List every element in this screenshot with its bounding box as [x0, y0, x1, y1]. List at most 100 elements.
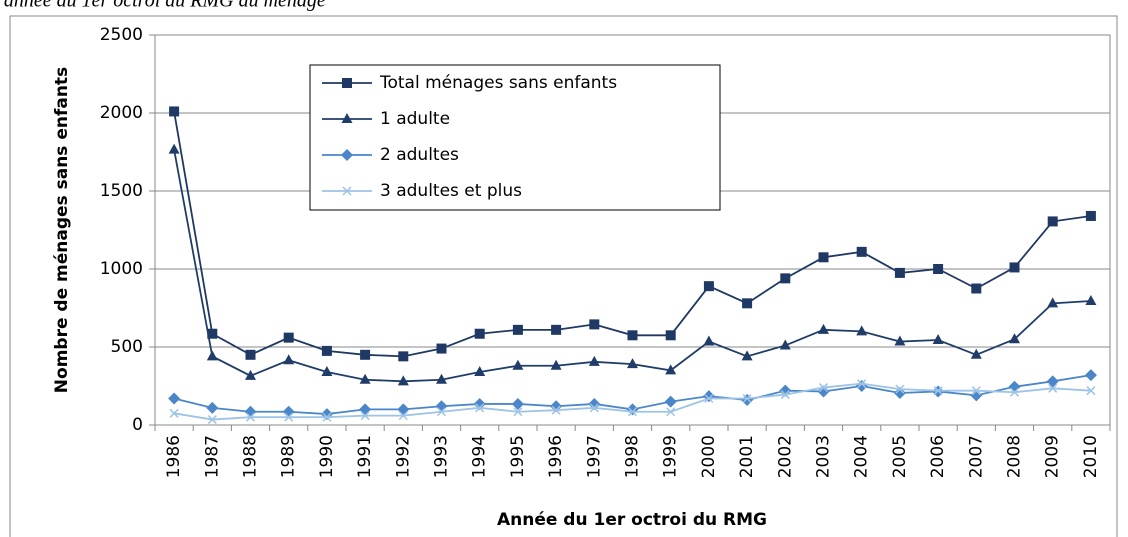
- x-tick-label: 1994: [470, 435, 490, 478]
- marker: [245, 369, 256, 380]
- marker: [1085, 294, 1097, 305]
- marker: [321, 345, 332, 356]
- marker: [627, 358, 638, 369]
- plot-frame: [154, 34, 1111, 426]
- marker: [206, 401, 219, 414]
- x-tick-label: 1989: [279, 435, 299, 478]
- x-axis-label: Année du 1er octroi du RMG: [497, 510, 767, 530]
- marker: [398, 351, 409, 362]
- marker: [588, 355, 600, 366]
- legend-label: Total ménages sans enfants: [379, 73, 617, 93]
- marker: [703, 335, 715, 346]
- marker: [321, 365, 333, 376]
- marker: [342, 186, 352, 196]
- marker: [627, 407, 638, 417]
- marker: [1009, 262, 1020, 273]
- marker: [436, 407, 447, 417]
- x-tick-label: 1999: [661, 435, 681, 478]
- x-tick-label: 1990: [317, 435, 337, 478]
- marker: [360, 411, 370, 421]
- marker: [970, 348, 982, 359]
- marker: [780, 273, 791, 284]
- marker: [245, 349, 256, 360]
- marker: [666, 407, 676, 417]
- marker: [856, 325, 868, 336]
- marker: [245, 412, 256, 422]
- marker: [742, 393, 752, 404]
- marker: [1009, 387, 1020, 397]
- marker: [971, 283, 982, 294]
- x-tick-label: 2006: [928, 435, 948, 478]
- x-tick-label: 2010: [1081, 435, 1101, 478]
- x-tick-label: 1995: [508, 435, 528, 478]
- marker: [322, 412, 332, 422]
- marker: [857, 379, 867, 389]
- marker: [207, 328, 218, 339]
- marker: [971, 386, 981, 396]
- marker: [282, 405, 295, 418]
- y-tick-label: 2500: [100, 25, 143, 45]
- marker: [627, 330, 638, 341]
- marker: [1047, 297, 1059, 308]
- marker: [320, 408, 333, 421]
- marker: [741, 350, 753, 361]
- marker: [626, 403, 639, 416]
- x-tick-label: 1996: [546, 435, 566, 478]
- x-tick-label: 1993: [432, 435, 452, 478]
- x-tick-label: 1988: [241, 435, 261, 478]
- marker: [397, 375, 409, 386]
- marker: [169, 408, 179, 418]
- x-tick-label: 2002: [775, 435, 795, 478]
- x-tick-label: 2001: [737, 435, 757, 478]
- marker: [933, 264, 944, 274]
- y-tick-label: 2000: [100, 103, 143, 123]
- marker: [512, 359, 524, 370]
- legend-box: [309, 64, 721, 211]
- marker: [664, 395, 677, 408]
- marker: [741, 394, 754, 407]
- marker: [169, 106, 180, 117]
- marker: [359, 403, 372, 416]
- marker: [551, 405, 561, 415]
- marker: [1048, 383, 1058, 393]
- marker: [1047, 216, 1058, 227]
- x-tick-label: 1998: [623, 435, 643, 478]
- marker: [360, 349, 371, 360]
- marker: [168, 143, 180, 154]
- marker: [474, 328, 485, 339]
- marker: [588, 397, 601, 410]
- marker: [780, 390, 790, 400]
- marker: [1084, 369, 1097, 382]
- legend-label: 1 adulte: [380, 109, 450, 129]
- marker: [475, 403, 485, 413]
- x-tick-label: 2003: [814, 435, 834, 478]
- marker: [512, 324, 523, 335]
- x-tick-label: 1997: [584, 435, 604, 478]
- x-tick-label: 1991: [355, 435, 375, 478]
- marker: [703, 281, 714, 292]
- y-axis-label: Nombre de ménages sans enfants: [52, 67, 72, 393]
- marker: [1009, 333, 1020, 344]
- x-tick-label: 2004: [852, 435, 872, 478]
- marker: [436, 373, 447, 384]
- marker: [1046, 375, 1059, 388]
- marker: [359, 373, 371, 384]
- marker: [283, 354, 295, 365]
- x-tick-label: 2007: [966, 435, 986, 478]
- marker: [589, 403, 599, 413]
- marker: [550, 359, 562, 370]
- marker: [894, 267, 905, 278]
- x-tick-label: 1992: [393, 435, 413, 478]
- x-tick-label: 2000: [699, 435, 719, 478]
- marker: [168, 392, 181, 405]
- y-tick-label: 1500: [100, 181, 143, 201]
- y-tick-label: 500: [111, 337, 143, 357]
- marker: [894, 335, 906, 346]
- x-tick-label: 2009: [1043, 435, 1063, 478]
- marker: [1085, 210, 1096, 221]
- marker: [207, 415, 217, 425]
- marker: [855, 380, 868, 392]
- marker: [342, 78, 352, 88]
- marker: [283, 332, 294, 343]
